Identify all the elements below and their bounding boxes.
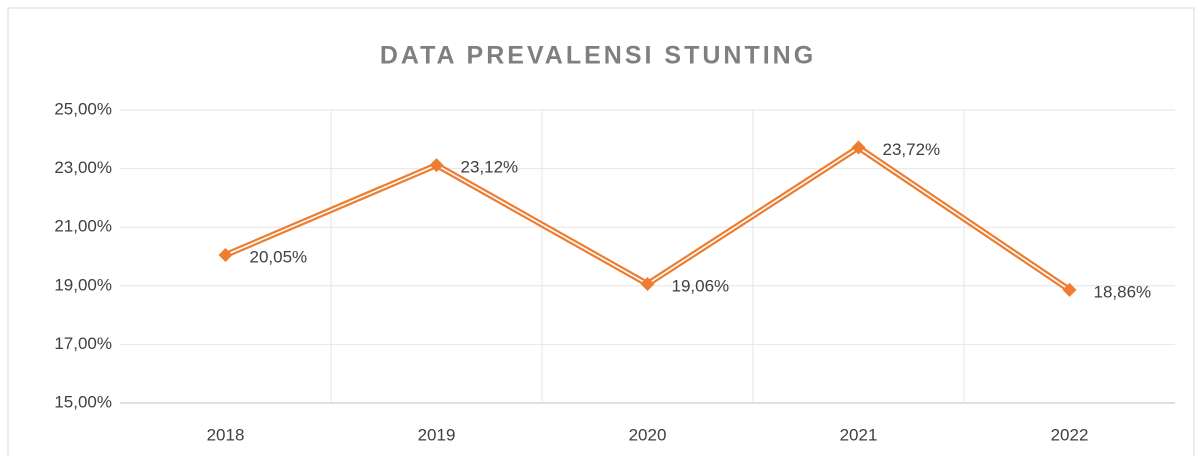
x-tick-label: 2021 — [840, 425, 878, 444]
x-tick-label: 2018 — [207, 425, 245, 444]
chart-title: DATA PREVALENSI STUNTING — [380, 42, 816, 70]
data-label: 18,86% — [1094, 282, 1152, 301]
marker — [851, 140, 866, 155]
x-tick-label: 2020 — [629, 425, 667, 444]
y-tick-label: 19,00% — [54, 275, 112, 294]
y-tick-label: 15,00% — [54, 392, 112, 411]
chart-border — [7, 7, 1195, 456]
x-tick-label: 2019 — [418, 425, 456, 444]
data-label: 23,72% — [883, 140, 941, 159]
y-tick-label: 17,00% — [54, 334, 112, 353]
y-tick-label: 21,00% — [54, 217, 112, 236]
data-label: 23,12% — [461, 158, 519, 177]
data-label: 19,06% — [672, 277, 730, 296]
marker — [429, 158, 444, 173]
marker — [1062, 282, 1077, 297]
y-tick-label: 23,00% — [54, 158, 112, 177]
x-tick-label: 2022 — [1051, 425, 1089, 444]
marker — [640, 277, 655, 292]
marker — [218, 248, 233, 263]
y-tick-label: 25,00% — [54, 99, 112, 118]
data-label: 20,05% — [250, 248, 308, 267]
